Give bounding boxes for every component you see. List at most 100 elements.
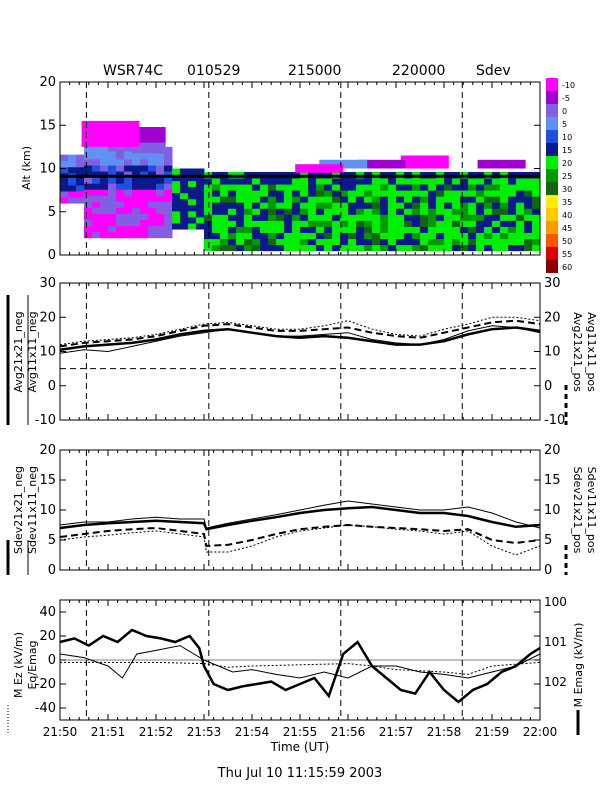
heatmap-cell [132, 225, 141, 233]
heatmap-cell [76, 160, 85, 168]
heatmap-cell [164, 225, 173, 233]
heatmap-cell [84, 231, 93, 239]
heatmap-cell [196, 186, 205, 194]
heatmap-cell [140, 177, 149, 184]
heatmap-cell [500, 214, 509, 221]
heatmap-cell [492, 190, 501, 197]
heatmap-cell [332, 232, 341, 240]
heatmap-cell [420, 184, 429, 191]
heatmap-cell [84, 158, 93, 166]
heatmap-cell [116, 207, 125, 214]
heatmap-cell [116, 189, 125, 196]
heatmap-cell [244, 214, 253, 221]
heatmap-cell [428, 238, 437, 246]
heatmap-cell [508, 184, 517, 191]
colorbar-label: 45 [562, 224, 572, 233]
footer-timestamp: Thu Jul 10 11:15:59 2003 [217, 766, 383, 781]
heatmap-cell [300, 202, 309, 209]
heatmap-cell [252, 214, 261, 221]
heatmap-cell [284, 208, 293, 215]
y-tick-label: 10 [39, 503, 56, 518]
heatmap-cell [148, 177, 157, 184]
heatmap-cell [212, 244, 221, 252]
heatmap-cell [332, 238, 341, 246]
heatmap-cell [524, 214, 533, 221]
heatmap-cell [68, 166, 77, 174]
heatmap-cell [84, 213, 93, 221]
heatmap-cell [388, 184, 397, 191]
header-date: 010529 [187, 63, 240, 79]
heatmap-cell [484, 202, 493, 209]
heatmap-cell [492, 232, 501, 240]
heatmap-cell [372, 190, 381, 197]
colorbar-label: 30 [562, 185, 572, 194]
heatmap-cell [372, 208, 381, 215]
heatmap-cell [92, 213, 101, 221]
colorbar-swatch [546, 234, 558, 247]
heatmap-cell [524, 202, 533, 209]
heatmap-cell [316, 208, 325, 215]
colorbar-swatch [546, 156, 558, 169]
heatmap-cell [276, 202, 285, 209]
heatmap-cell [436, 196, 445, 203]
heatmap-cell [348, 244, 357, 252]
heatmap-cell [180, 198, 189, 206]
header-field: Sdev [476, 63, 511, 79]
heatmap-cell [516, 184, 525, 191]
heatmap-cell [92, 183, 101, 190]
heatmap-cell [84, 195, 93, 202]
heatmap-cell [260, 244, 269, 252]
heatmap-cell [516, 238, 525, 246]
heatmap-cell [476, 178, 485, 185]
heatmap-cell [60, 166, 69, 174]
heatmap-cell [132, 201, 141, 208]
heatmap-cell [124, 225, 133, 233]
heatmap-cell [92, 231, 101, 239]
heatmap-cell [492, 178, 501, 185]
heatmap-cell [100, 201, 109, 208]
heatmap-cell [332, 220, 341, 227]
heatmap-cell [68, 160, 77, 168]
colorbar-label: 60 [562, 263, 572, 272]
heatmap-cell [260, 196, 269, 203]
colorbar-label: -5 [562, 94, 570, 103]
heatmap-cell [196, 210, 205, 218]
heatmap-cell [108, 219, 117, 227]
heatmap-cell [172, 204, 181, 212]
heatmap-cell [444, 202, 453, 209]
heatmap-cell [244, 190, 253, 197]
heatmap-cell [364, 226, 373, 234]
heatmap-cell [132, 183, 141, 190]
colorbar-swatch [546, 130, 558, 143]
heatmap-cell [468, 190, 477, 197]
heatmap-cell [396, 202, 405, 209]
heatmap-cell [116, 183, 125, 190]
series-m-emag [59, 628, 541, 704]
heatmap-cell [188, 180, 197, 188]
heatmap-cell [244, 184, 253, 191]
heatmap-cell [380, 208, 389, 215]
colorbar-label: 50 [562, 237, 572, 246]
x-tick-label: 21:56 [331, 725, 366, 739]
heatmap-cell [172, 198, 181, 206]
heatmap-cell [348, 178, 357, 185]
heatmap-cell [172, 180, 181, 188]
heatmap-cell [292, 196, 301, 203]
heatmap-cell [316, 196, 325, 203]
heatmap-cell [300, 196, 309, 203]
heatmap-cell [252, 196, 261, 203]
avg-left-label-1: Avg21x21_neg [12, 311, 25, 392]
heatmap-cell [340, 196, 349, 203]
heatmap-cell [484, 184, 493, 191]
heatmap-cell [412, 226, 421, 234]
heatmap-cell [140, 219, 149, 227]
heatmap-cell [284, 226, 293, 234]
heatmap-cell [396, 208, 405, 215]
heatmap-cell [436, 226, 445, 234]
heatmap-cell [420, 190, 429, 197]
heatmap-cell [188, 216, 197, 224]
heatmap-cell [84, 177, 93, 184]
heatmap-cell [292, 244, 301, 252]
heatmap-cell [452, 196, 461, 203]
